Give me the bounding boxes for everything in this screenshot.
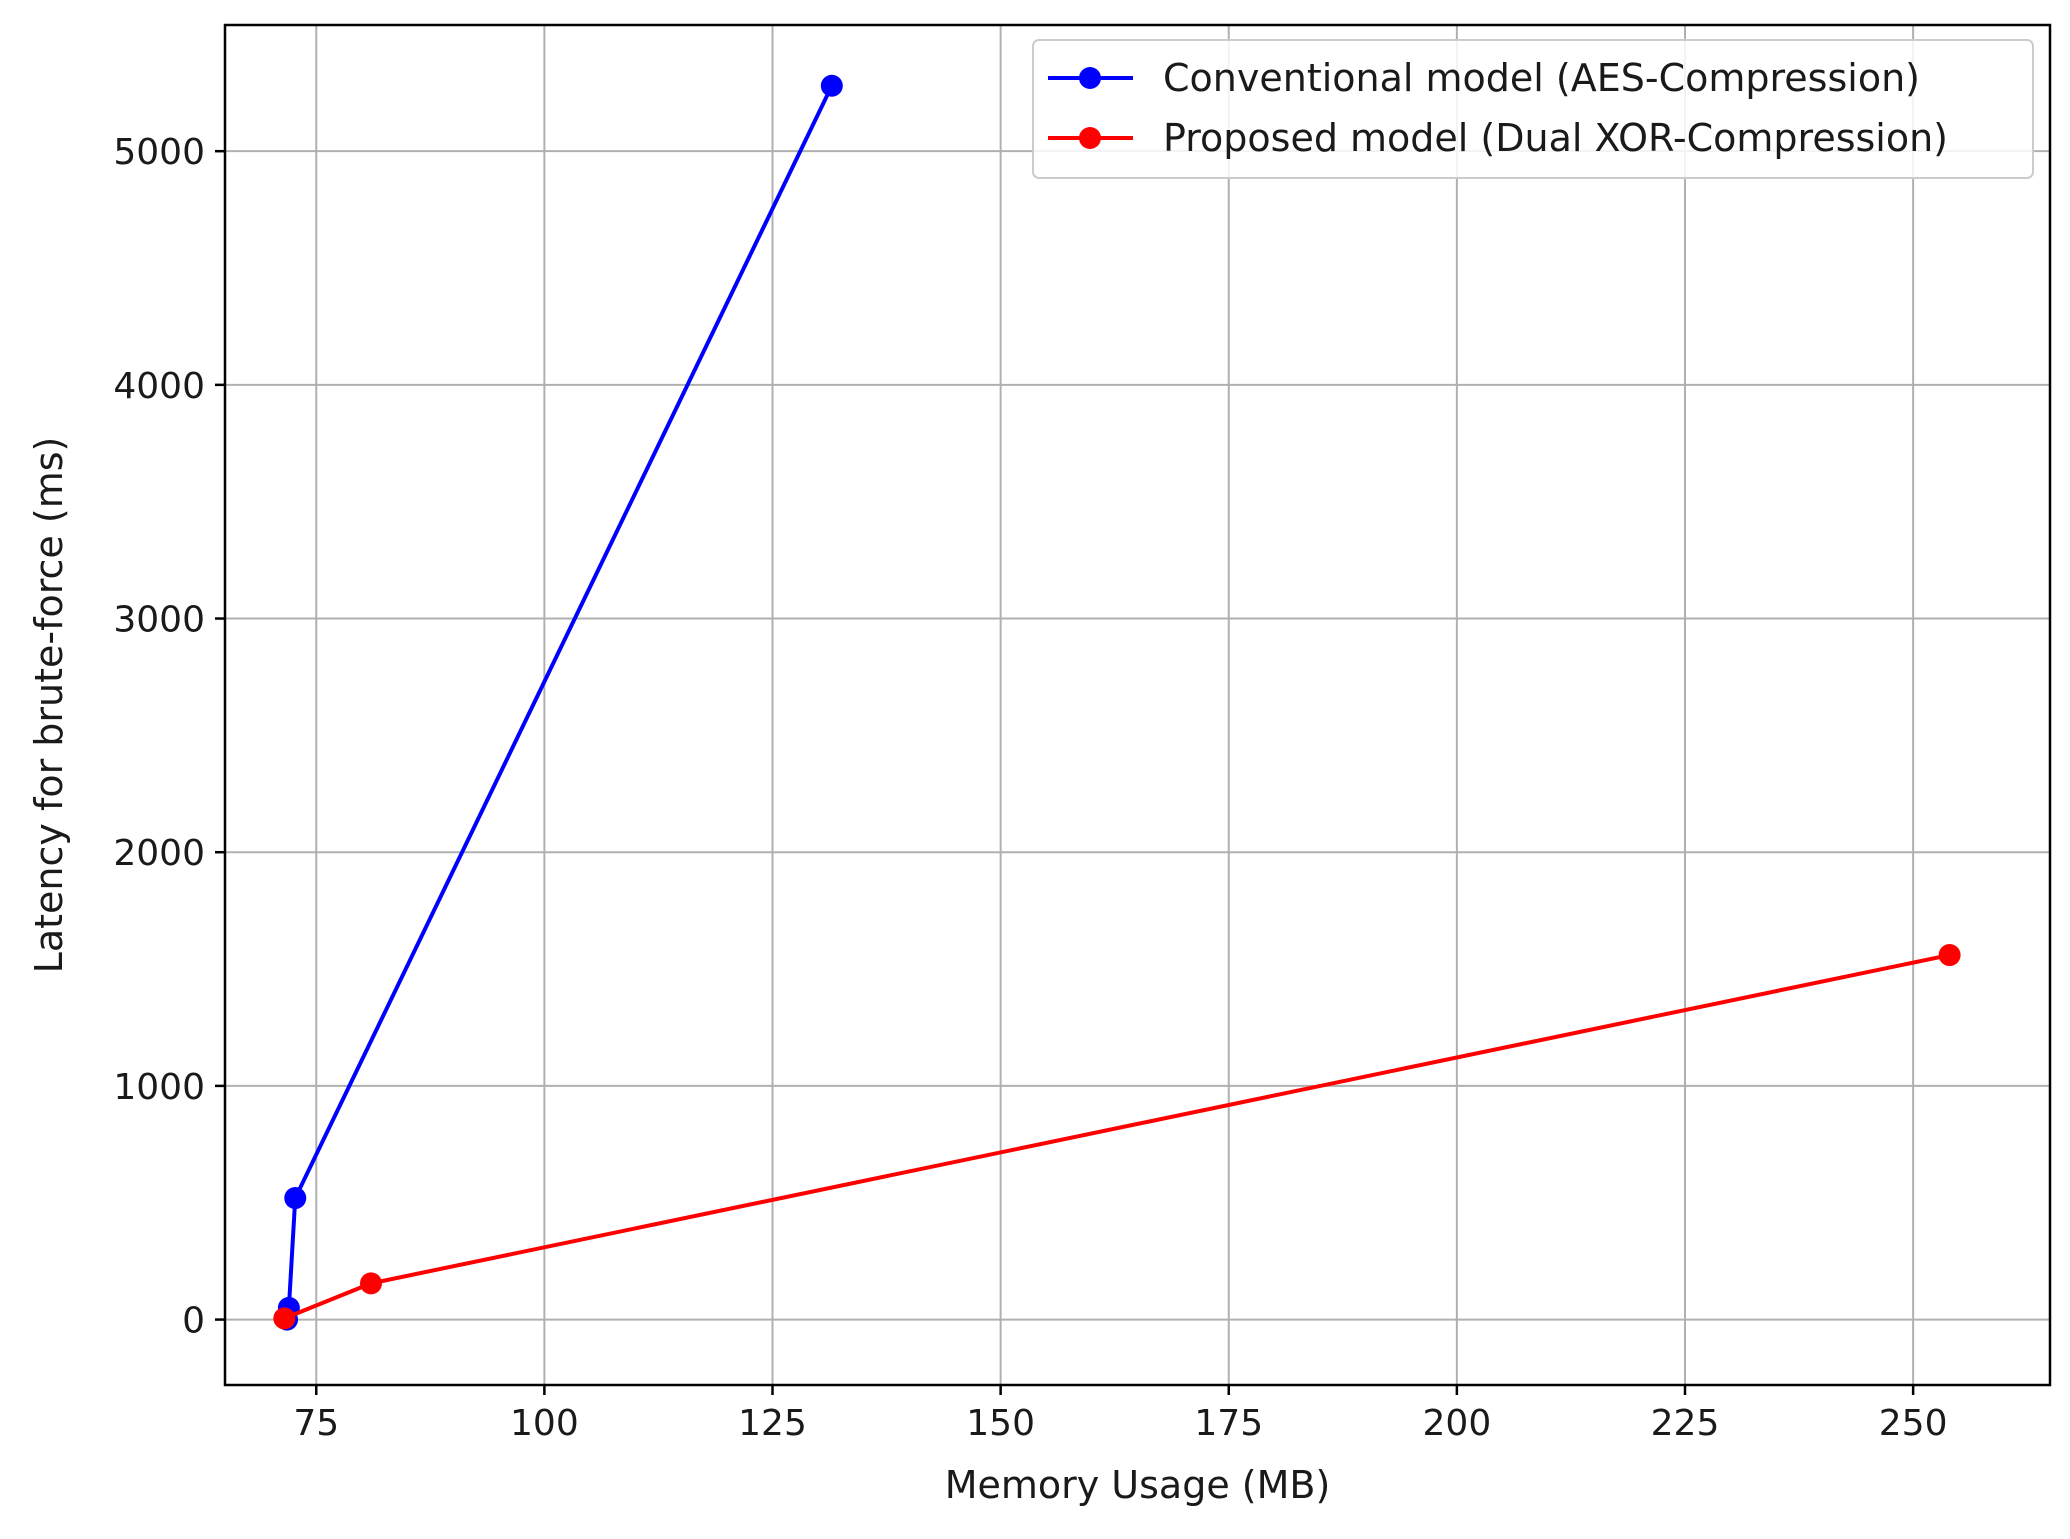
y-tick-label: 1000	[113, 1067, 205, 1108]
data-point	[360, 1272, 382, 1295]
plot-area-frame	[223, 23, 2052, 1387]
data-point	[284, 1187, 307, 1210]
x-tick-label: 175	[1194, 1403, 1263, 1444]
y-axis-ticks: 0 1000 2000 3000 4000 5000	[113, 132, 225, 1342]
legend-box	[1032, 39, 2034, 179]
legend-label: Proposed model (Dual XOR-Compression)	[1163, 116, 1948, 160]
x-tick-label: 250	[1879, 1403, 1948, 1444]
x-axis-title: Memory Usage (MB)	[945, 1463, 1331, 1507]
data-point	[820, 74, 843, 97]
x-tick-label: 125	[738, 1403, 807, 1444]
x-tick-label: 150	[966, 1403, 1035, 1444]
x-tick-label: 200	[1423, 1403, 1492, 1444]
y-tick-label: 4000	[113, 366, 205, 407]
y-tick-label: 2000	[113, 833, 205, 874]
series-layer	[273, 74, 1961, 1331]
x-axis-ticks: 75 100 125 150 175 200 225 250	[293, 1385, 1947, 1444]
data-point	[273, 1307, 296, 1330]
series-2	[273, 944, 1961, 1330]
legend: Conventional model (AES-Compression) Prop…	[1032, 39, 2034, 179]
legend-item: Proposed model (Dual XOR-Compression)	[1048, 116, 1948, 160]
legend-marker	[1079, 127, 1101, 149]
x-tick-label: 100	[510, 1403, 579, 1444]
x-tick-label: 75	[293, 1403, 339, 1444]
data-point	[1938, 944, 1961, 967]
legend-label: Conventional model (AES-Compression)	[1163, 56, 1920, 100]
x-tick-label: 225	[1651, 1403, 1720, 1444]
y-axis-title: Latency for brute-force (ms)	[27, 437, 71, 974]
y-tick-label: 5000	[113, 132, 205, 173]
legend-item: Conventional model (AES-Compression)	[1048, 56, 1920, 100]
legend-marker	[1079, 67, 1101, 89]
y-tick-label: 3000	[113, 600, 205, 641]
y-tick-label: 0	[182, 1301, 205, 1342]
